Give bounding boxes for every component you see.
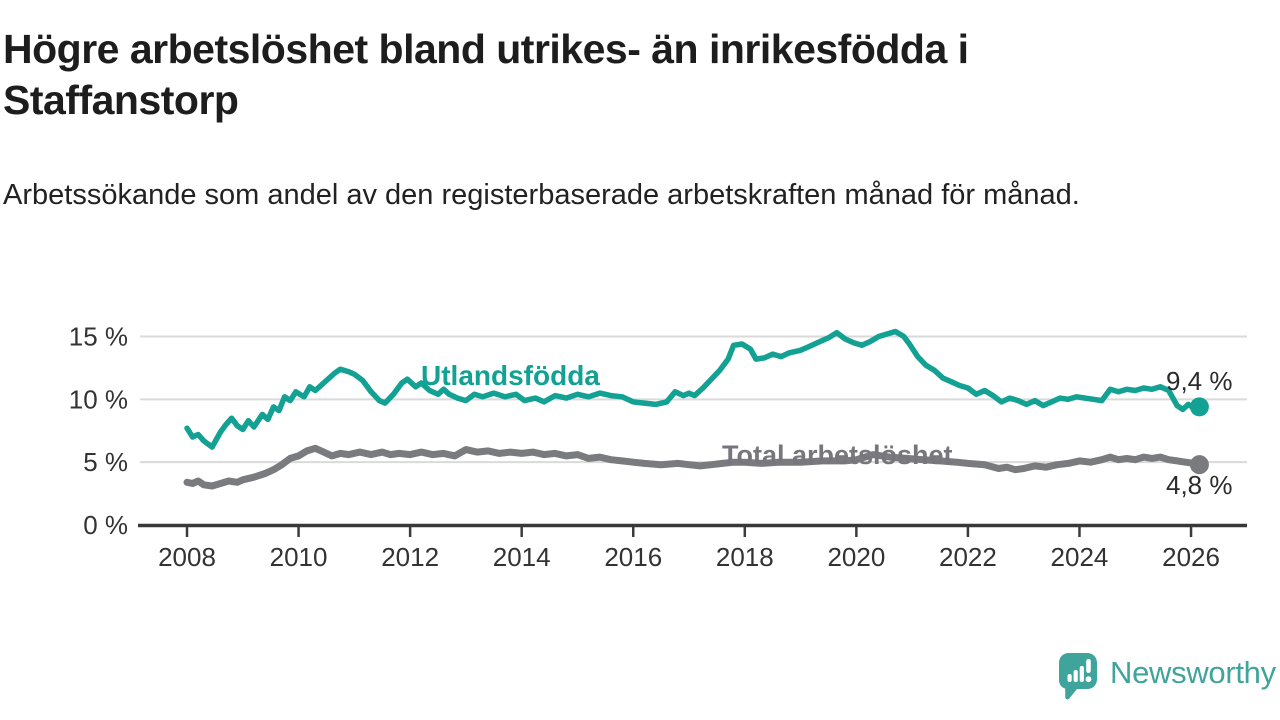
line-series-total — [183, 444, 1203, 490]
chart-subtitle: Arbetssökande som andel av den registerb… — [3, 179, 1080, 211]
newsworthy-bubble-icon — [1059, 653, 1097, 700]
line-series-utlandsfodda — [184, 328, 1203, 450]
newsworthy-wordmark: Newsworthy — [1110, 655, 1276, 690]
x-axis-tick-label: 2012 — [381, 542, 439, 572]
newsworthy-logo: Newsworthy — [1056, 650, 1276, 702]
series-label-total-arbetsloshet: Total arbetslöshet — [722, 440, 953, 470]
x-axis-tick-label: 2024 — [1051, 542, 1109, 572]
x-axis-tick-label: 2026 — [1162, 542, 1220, 572]
end-value-label-utlandsfodda: 9,4 % — [1166, 366, 1233, 396]
x-axis-tick-label: 2008 — [158, 542, 216, 572]
end-dot-total — [1189, 455, 1209, 475]
series-label-utlandsfodda: Utlandsfödda — [421, 360, 600, 391]
x-axis-tick-label: 2016 — [604, 542, 662, 572]
y-axis-tick-label: 15 % — [69, 322, 128, 352]
x-axis-tick-label: 2020 — [827, 542, 885, 572]
x-axis-tick-label: 2018 — [716, 542, 774, 572]
y-axis-tick-label: 10 % — [69, 384, 128, 414]
end-value-label-total: 4,8 % — [1166, 470, 1233, 500]
end-dot-utlandsfodda — [1189, 397, 1209, 417]
x-axis-tick-label: 2014 — [493, 542, 551, 572]
page-title: Högre arbetslöshet bland utrikes- än inr… — [3, 26, 969, 124]
x-axis-tick-label: 2010 — [270, 542, 328, 572]
y-axis-tick-label: 5 % — [83, 447, 128, 477]
y-axis-tick-label: 0 % — [83, 510, 128, 540]
x-axis-tick-label: 2022 — [939, 542, 997, 572]
